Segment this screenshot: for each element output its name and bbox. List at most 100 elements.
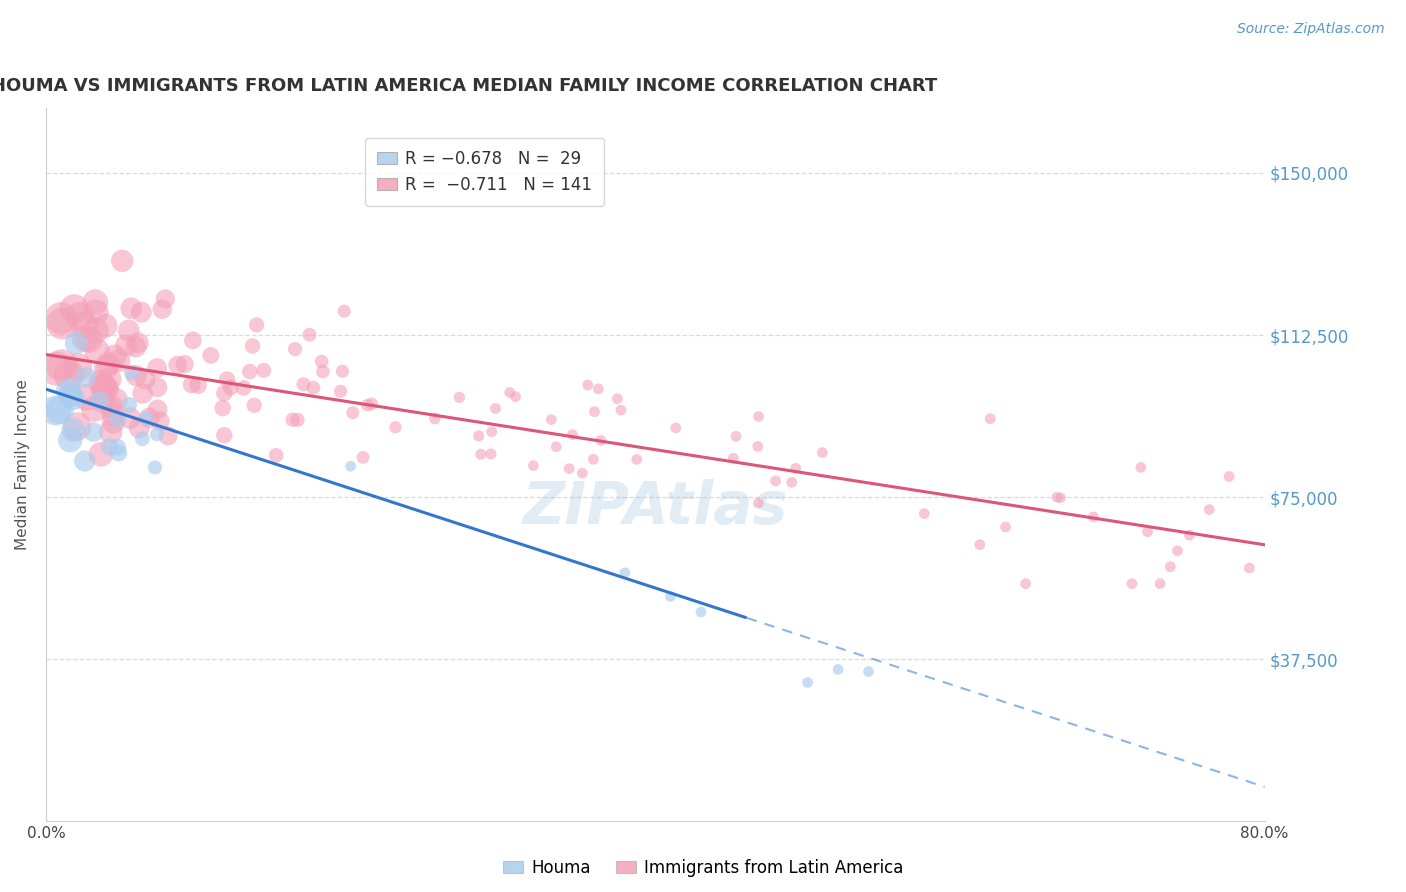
Point	[522, 458, 544, 473]
Point	[352, 450, 374, 465]
Point	[49, 403, 72, 417]
Point	[73, 318, 96, 332]
Point	[51, 317, 73, 331]
Point	[253, 363, 276, 377]
Point	[103, 415, 125, 429]
Point	[239, 364, 262, 378]
Point	[173, 357, 195, 371]
Point	[243, 398, 266, 412]
Point	[780, 475, 803, 490]
Point	[146, 402, 169, 417]
Point	[546, 440, 568, 454]
Point	[155, 292, 177, 306]
Point	[180, 377, 202, 392]
Point	[97, 357, 120, 371]
Point	[342, 406, 364, 420]
Point	[312, 365, 335, 379]
Point	[86, 343, 108, 358]
Point	[1136, 524, 1159, 539]
Point	[118, 398, 141, 412]
Point	[994, 520, 1017, 534]
Point	[84, 305, 107, 319]
Point	[561, 427, 583, 442]
Point	[146, 380, 169, 394]
Point	[166, 358, 188, 372]
Point	[104, 349, 127, 363]
Point	[90, 375, 112, 389]
Point	[45, 403, 67, 417]
Point	[1149, 576, 1171, 591]
Point	[690, 605, 713, 619]
Point	[264, 448, 287, 462]
Text: ZIPAtlas: ZIPAtlas	[523, 479, 787, 536]
Point	[827, 662, 849, 676]
Point	[187, 378, 209, 392]
Point	[499, 385, 522, 400]
Point	[1049, 491, 1071, 505]
Point	[765, 474, 787, 488]
Point	[62, 423, 84, 437]
Point	[118, 411, 141, 425]
Point	[811, 445, 834, 459]
Point	[94, 381, 117, 395]
Point	[481, 425, 503, 439]
Point	[339, 459, 361, 474]
Point	[747, 496, 769, 510]
Point	[111, 253, 134, 268]
Point	[107, 412, 129, 426]
Point	[583, 404, 606, 418]
Point	[479, 447, 502, 461]
Point	[131, 386, 153, 401]
Point	[785, 461, 807, 475]
Point	[146, 361, 169, 376]
Point	[449, 390, 471, 404]
Point	[76, 390, 98, 404]
Point	[120, 301, 142, 316]
Point	[747, 440, 769, 454]
Point	[232, 381, 254, 395]
Point	[73, 454, 96, 468]
Point	[246, 318, 269, 332]
Point	[1046, 490, 1069, 504]
Point	[62, 392, 84, 406]
Point	[94, 360, 117, 375]
Point	[796, 675, 818, 690]
Point	[1178, 528, 1201, 542]
Point	[723, 451, 745, 466]
Point	[1159, 559, 1181, 574]
Point	[1129, 460, 1152, 475]
Point	[65, 335, 87, 350]
Point	[181, 334, 204, 348]
Point	[150, 302, 173, 317]
Point	[63, 301, 86, 316]
Point	[127, 335, 149, 350]
Point	[146, 427, 169, 442]
Point	[100, 399, 122, 413]
Point	[90, 447, 112, 461]
Point	[665, 421, 688, 435]
Point	[384, 420, 406, 434]
Point	[979, 411, 1001, 425]
Point	[606, 392, 628, 406]
Point	[219, 380, 242, 394]
Point	[360, 397, 382, 411]
Point	[59, 433, 82, 447]
Point	[121, 366, 143, 380]
Point	[135, 411, 157, 425]
Point	[1218, 469, 1240, 483]
Point	[1014, 576, 1036, 591]
Point	[143, 460, 166, 475]
Point	[576, 378, 599, 392]
Point	[626, 452, 648, 467]
Point	[332, 364, 354, 378]
Point	[125, 340, 148, 354]
Point	[1121, 576, 1143, 591]
Point	[659, 590, 682, 604]
Point	[200, 348, 222, 362]
Point	[748, 409, 770, 424]
Point	[69, 309, 91, 323]
Point	[89, 393, 111, 408]
Point	[128, 421, 150, 435]
Point	[118, 323, 141, 337]
Point	[84, 323, 107, 337]
